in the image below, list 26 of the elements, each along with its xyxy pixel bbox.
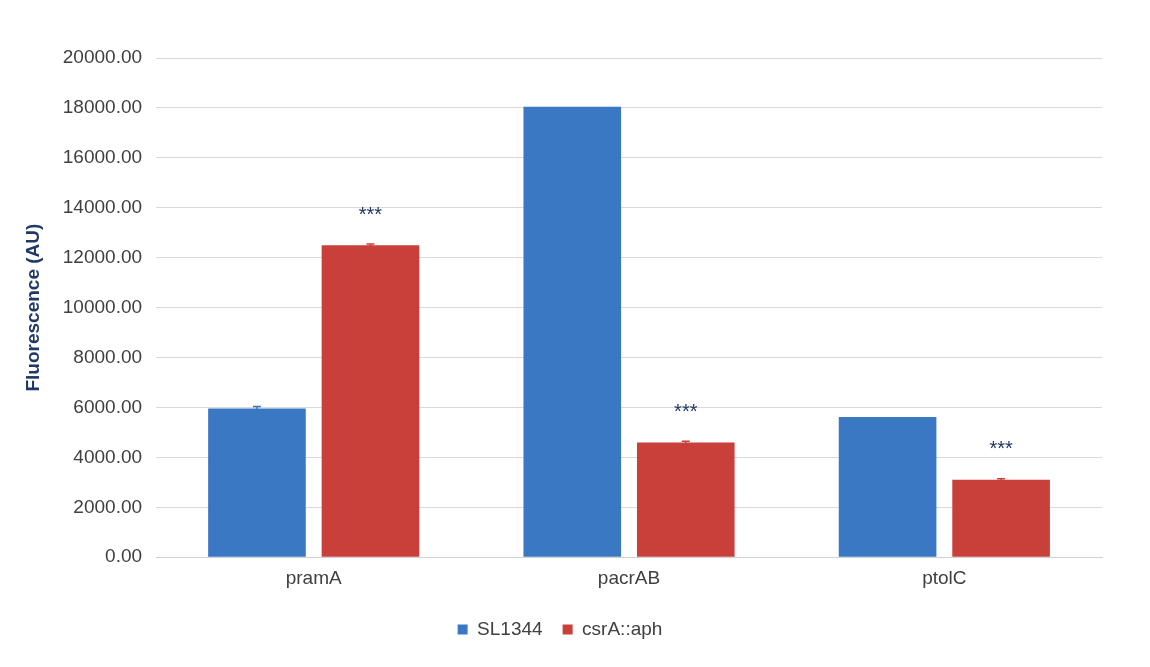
x-tick-label: pramA — [285, 566, 343, 588]
bar — [321, 245, 420, 557]
bar — [208, 408, 306, 557]
y-tick-label: 14000.00 — [62, 195, 143, 217]
y-tick-label: 10000.00 — [62, 295, 143, 317]
annotation: *** — [989, 437, 1013, 460]
bar — [523, 106, 622, 557]
legend-label: SL1344 — [477, 617, 544, 639]
y-tick-label: 12000.00 — [62, 245, 143, 267]
x-tick-label: ptolC — [922, 566, 967, 588]
annotation: *** — [674, 399, 698, 422]
y-axis-title: Fluorescence (AU) — [21, 223, 43, 392]
legend-label: csrA::aph — [582, 617, 663, 639]
y-tick-label: 0.00 — [105, 545, 143, 567]
bar — [838, 416, 937, 557]
y-tick-label: 6000.00 — [73, 395, 143, 417]
x-tick-label: pacrAB — [597, 566, 661, 588]
y-tick-label: 16000.00 — [62, 146, 143, 168]
y-tick-label: 2000.00 — [73, 495, 143, 517]
y-tick-label: 20000.00 — [62, 46, 143, 68]
y-tick-label: 8000.00 — [73, 345, 143, 367]
bar — [636, 442, 735, 557]
y-tick-label: 4000.00 — [73, 445, 143, 467]
bar — [952, 479, 1050, 557]
y-tick-label: 18000.00 — [62, 96, 143, 118]
annotation: *** — [358, 202, 383, 225]
